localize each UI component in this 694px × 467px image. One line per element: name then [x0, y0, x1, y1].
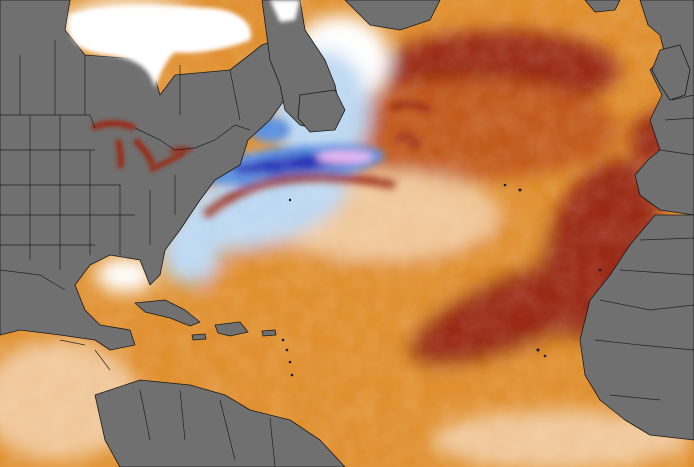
border-south-america [139, 389, 276, 467]
island [281, 338, 285, 342]
island [598, 268, 602, 272]
newfoundland [297, 89, 346, 133]
greenland [344, 0, 441, 31]
iceland [584, 0, 621, 13]
small-islands [281, 183, 602, 377]
jamaica [191, 333, 207, 341]
political-borders [0, 40, 694, 467]
island [285, 348, 289, 352]
lake-erie [148, 149, 187, 173]
island [288, 198, 292, 202]
border-us-states-2 [29, 115, 176, 270]
baffin-ice [270, 0, 300, 22]
island [290, 373, 294, 377]
island [518, 188, 522, 192]
hudson-bay-ice [69, 6, 251, 88]
africa [579, 214, 694, 441]
lake-superior [90, 120, 137, 131]
island [503, 183, 507, 187]
great-lakes [90, 120, 193, 173]
sea-ice [69, 0, 300, 88]
lake-ontario [169, 146, 193, 154]
north-america [0, 0, 301, 351]
lake-michigan [115, 139, 124, 169]
border-mexico [0, 269, 66, 291]
south-america [94, 379, 346, 467]
cuba [134, 299, 201, 327]
border-central-america [59, 339, 111, 371]
british-isles [651, 44, 691, 101]
hispaniola [214, 321, 249, 337]
puerto-rico [261, 329, 277, 337]
island [536, 348, 540, 352]
border-africa [594, 237, 694, 401]
island [288, 360, 292, 364]
border-canada-provinces [19, 40, 241, 121]
lake-huron [132, 138, 155, 166]
island [543, 354, 547, 358]
border-europe [659, 94, 694, 156]
